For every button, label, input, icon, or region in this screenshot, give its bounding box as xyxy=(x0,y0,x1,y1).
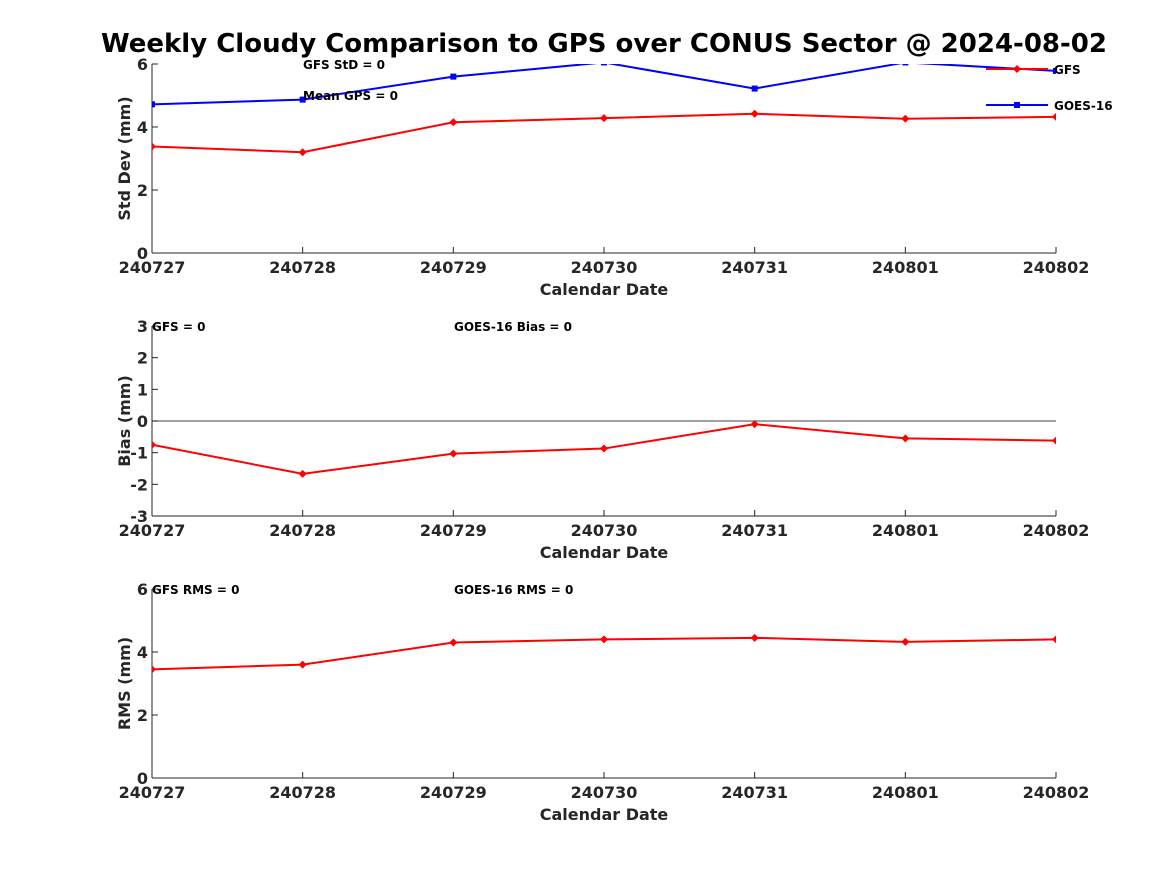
series-series-1 xyxy=(152,633,1056,674)
legend-label: GOES-16 xyxy=(1054,99,1113,113)
data-point-series-1 xyxy=(449,638,458,647)
legend-entry: GOES-16 xyxy=(986,99,1113,113)
x-axis-label: Calendar Date xyxy=(540,280,669,299)
x-tick-label: 240728 xyxy=(269,783,336,802)
x-tick-label: 240802 xyxy=(1023,521,1090,540)
y-tick-label: 4 xyxy=(137,118,148,137)
legend-marker xyxy=(1013,65,1021,73)
x-tick-label: 240730 xyxy=(571,521,638,540)
x-tick-label: 240801 xyxy=(872,521,939,540)
data-point-series-1 xyxy=(750,633,759,642)
legend-entry: GFS xyxy=(986,63,1081,77)
x-tick-label: 240731 xyxy=(721,258,788,277)
data-point-goes-16 xyxy=(299,96,306,103)
annotation-text: Mean GPS = 0 xyxy=(303,89,398,103)
y-tick-label: 2 xyxy=(137,706,148,725)
annotation-text: GFS RMS = 0 xyxy=(152,583,239,597)
data-point-series-1 xyxy=(600,444,608,453)
legend-label: GFS xyxy=(1054,63,1081,77)
y-tick-label: 2 xyxy=(137,181,148,200)
x-tick-label: 240729 xyxy=(420,783,487,802)
x-tick-label: 240731 xyxy=(721,521,788,540)
annotation-text: GFS StD = 0 xyxy=(303,58,385,72)
y-tick-label: 4 xyxy=(137,643,148,662)
y-tick-label: -3 xyxy=(130,507,148,526)
data-point-goes-16 xyxy=(751,85,758,92)
data-point-gfs xyxy=(1052,112,1056,121)
annotation-text: GFS = 0 xyxy=(152,320,205,334)
series-gfs xyxy=(152,109,1056,157)
data-point-goes-16 xyxy=(601,64,607,66)
x-tick-label: 240729 xyxy=(420,258,487,277)
data-point-series-1 xyxy=(152,440,156,449)
data-point-goes-16 xyxy=(152,101,155,108)
y-axis-label: RMS (mm) xyxy=(115,637,134,730)
chart-panel-3: 0 2 4 6 240727 240728 240729 240730 240731 240801… xyxy=(115,580,1089,824)
legend-marker xyxy=(1014,102,1020,108)
data-point-goes-16 xyxy=(450,73,457,80)
x-tick-label: 240727 xyxy=(119,521,186,540)
data-point-series-1 xyxy=(298,660,307,669)
x-tick-label: 240729 xyxy=(420,521,487,540)
x-tick-label: 240728 xyxy=(269,521,336,540)
data-point-gfs xyxy=(750,109,759,118)
series-series-1 xyxy=(152,420,1056,478)
figure-title: Weekly Cloudy Comparison to GPS over CON… xyxy=(101,29,1107,59)
x-axis-label: Calendar Date xyxy=(540,543,669,562)
annotation-text: GOES-16 RMS = 0 xyxy=(454,583,573,597)
x-tick-label: 240801 xyxy=(872,258,939,277)
data-point-goes-16 xyxy=(1053,67,1056,74)
series-goes-16 xyxy=(152,64,1056,108)
y-tick-label: 0 xyxy=(137,412,148,431)
chart-panel-2: -3 -2 -1 0 1 2 3 240727 240728 240729 240730 240731… xyxy=(115,317,1089,562)
chart-panel-1: 0 2 4 6 240727 240728 240729 240730 240731 240801… xyxy=(115,55,1113,299)
data-point-gfs xyxy=(600,114,608,123)
x-tick-label: 240727 xyxy=(119,258,186,277)
x-tick-label: 240802 xyxy=(1023,258,1090,277)
data-point-series-1 xyxy=(901,434,910,443)
y-axis-label: Std Dev (mm) xyxy=(115,96,134,220)
data-point-series-1 xyxy=(600,635,608,644)
charts: 0 2 4 6 240727 240728 240729 240730 240731 240801… xyxy=(115,55,1113,824)
y-tick-label: 2 xyxy=(137,349,148,368)
data-point-gfs xyxy=(152,142,156,151)
annotation-text: GOES-16 Bias = 0 xyxy=(454,320,572,334)
data-point-series-1 xyxy=(449,449,458,458)
y-tick-label: 1 xyxy=(137,380,148,399)
data-point-series-1 xyxy=(152,665,156,674)
x-tick-label: 240731 xyxy=(721,783,788,802)
y-tick-label: 3 xyxy=(137,317,148,336)
y-tick-label: 0 xyxy=(137,769,148,788)
data-point-gfs xyxy=(901,114,910,123)
x-tick-label: 240728 xyxy=(269,258,336,277)
y-tick-label: 0 xyxy=(137,244,148,263)
x-tick-label: 240730 xyxy=(571,783,638,802)
data-point-gfs xyxy=(298,148,307,157)
data-point-series-1 xyxy=(1052,436,1056,445)
data-point-goes-16 xyxy=(902,64,909,66)
x-tick-label: 240801 xyxy=(872,783,939,802)
x-tick-label: 240802 xyxy=(1023,783,1090,802)
x-tick-label: 240727 xyxy=(119,783,186,802)
x-tick-label: 240730 xyxy=(571,258,638,277)
data-point-series-1 xyxy=(1052,635,1056,644)
y-tick-label: -1 xyxy=(130,444,148,463)
y-tick-label: 6 xyxy=(137,55,148,74)
y-tick-label: 6 xyxy=(137,580,148,599)
y-tick-label: -2 xyxy=(130,475,148,494)
data-point-series-1 xyxy=(750,420,759,429)
data-point-gfs xyxy=(449,118,458,127)
y-axis-label: Bias (mm) xyxy=(115,375,134,467)
x-axis-label: Calendar Date xyxy=(540,805,669,824)
data-point-series-1 xyxy=(298,469,307,478)
data-point-series-1 xyxy=(901,637,910,646)
